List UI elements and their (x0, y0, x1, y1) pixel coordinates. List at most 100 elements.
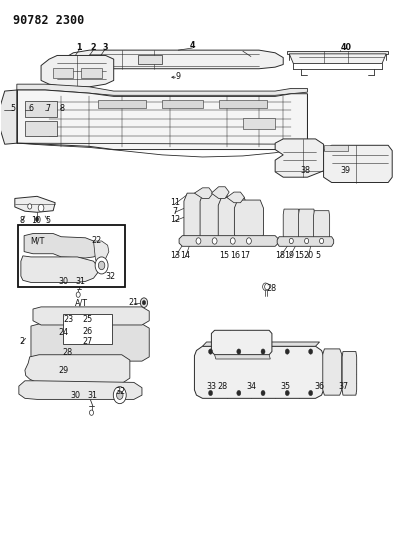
Circle shape (264, 284, 269, 290)
Text: 23: 23 (64, 315, 74, 324)
Bar (63, 314, 112, 344)
Circle shape (309, 390, 313, 395)
Polygon shape (33, 307, 149, 325)
Polygon shape (324, 146, 392, 182)
Circle shape (261, 390, 265, 395)
Polygon shape (19, 381, 142, 399)
Polygon shape (323, 349, 342, 395)
Polygon shape (41, 55, 114, 87)
Text: 31: 31 (76, 277, 85, 286)
Text: 34: 34 (247, 382, 257, 391)
Bar (98, 100, 146, 108)
Text: 18: 18 (275, 252, 285, 260)
Text: 32: 32 (116, 387, 126, 396)
Bar (81, 68, 102, 78)
Text: 33: 33 (207, 382, 216, 391)
Text: 8: 8 (19, 216, 24, 225)
Polygon shape (283, 209, 299, 241)
Polygon shape (200, 193, 229, 245)
Circle shape (305, 238, 309, 244)
Circle shape (76, 292, 80, 297)
Circle shape (212, 238, 217, 244)
Text: 26: 26 (82, 327, 92, 336)
Text: 38: 38 (301, 166, 310, 175)
Polygon shape (194, 346, 324, 398)
Polygon shape (25, 355, 130, 383)
Text: 30: 30 (58, 277, 68, 286)
Text: 90782 2300: 90782 2300 (13, 14, 84, 27)
Circle shape (237, 349, 241, 354)
Polygon shape (65, 50, 283, 69)
Circle shape (35, 217, 38, 221)
Text: 4: 4 (190, 42, 195, 51)
Text: 39: 39 (341, 166, 351, 175)
Text: 15: 15 (220, 252, 230, 260)
Text: 13: 13 (170, 252, 180, 260)
Bar (162, 100, 202, 108)
Text: 28: 28 (62, 348, 72, 357)
Circle shape (113, 386, 126, 403)
Circle shape (320, 238, 324, 244)
Polygon shape (184, 193, 213, 245)
Circle shape (196, 238, 201, 244)
Circle shape (247, 238, 252, 244)
Circle shape (95, 257, 108, 274)
Text: 16: 16 (230, 252, 240, 260)
Text: 1: 1 (77, 43, 82, 52)
Polygon shape (227, 192, 245, 203)
Text: 24: 24 (58, 328, 68, 337)
Bar (25, 101, 57, 117)
Text: 8: 8 (60, 103, 64, 112)
Circle shape (237, 390, 241, 395)
Text: 14: 14 (181, 252, 190, 260)
Text: 40: 40 (340, 43, 351, 52)
Text: 2: 2 (19, 337, 24, 346)
Polygon shape (15, 196, 55, 212)
Text: 21: 21 (129, 298, 139, 307)
Polygon shape (24, 233, 101, 258)
Polygon shape (324, 146, 348, 151)
Text: 9: 9 (176, 72, 181, 81)
Text: 5: 5 (46, 216, 51, 225)
Polygon shape (202, 342, 320, 346)
Polygon shape (218, 197, 247, 245)
Text: 28: 28 (267, 284, 277, 293)
Circle shape (90, 410, 94, 415)
Circle shape (209, 390, 213, 395)
Text: 19: 19 (285, 252, 295, 260)
Circle shape (141, 298, 147, 308)
Text: 31: 31 (88, 391, 98, 400)
Text: 20: 20 (303, 252, 313, 260)
Polygon shape (211, 187, 229, 198)
Circle shape (38, 204, 44, 212)
Polygon shape (234, 200, 263, 243)
Polygon shape (342, 352, 357, 395)
Bar (53, 68, 73, 78)
Circle shape (309, 349, 313, 354)
Polygon shape (17, 90, 307, 150)
Polygon shape (275, 139, 324, 177)
Text: 15: 15 (294, 252, 305, 260)
Text: 12: 12 (170, 215, 180, 224)
Circle shape (285, 349, 289, 354)
Text: 17: 17 (240, 252, 250, 260)
Text: 37: 37 (339, 382, 349, 391)
Bar (18, 225, 125, 287)
Text: 5: 5 (315, 252, 320, 260)
Polygon shape (215, 355, 270, 359)
Circle shape (209, 349, 213, 354)
Text: 3: 3 (102, 43, 108, 52)
Polygon shape (211, 330, 272, 355)
Polygon shape (298, 209, 315, 241)
Polygon shape (31, 324, 149, 361)
Bar (219, 100, 267, 108)
Polygon shape (287, 51, 388, 54)
Circle shape (262, 283, 268, 290)
Text: 36: 36 (315, 382, 324, 391)
Text: 10: 10 (31, 216, 41, 225)
Circle shape (98, 261, 105, 270)
Bar (243, 118, 275, 130)
Text: 7: 7 (173, 207, 178, 216)
Polygon shape (0, 90, 17, 144)
Circle shape (230, 238, 235, 244)
